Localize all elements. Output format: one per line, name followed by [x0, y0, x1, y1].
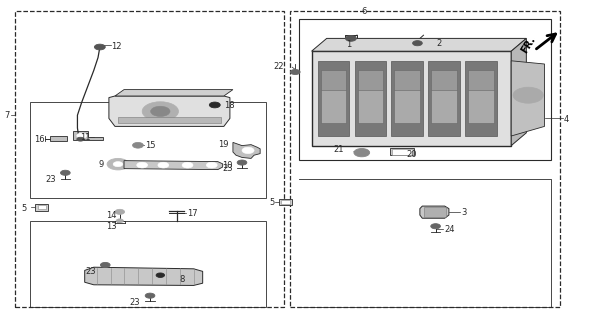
Text: 11: 11	[80, 133, 90, 142]
Text: 4: 4	[564, 115, 569, 124]
Text: 17: 17	[188, 209, 198, 218]
Bar	[290, 11, 560, 307]
Text: 7: 7	[4, 111, 10, 120]
Bar	[391, 61, 423, 136]
Polygon shape	[511, 38, 526, 146]
Circle shape	[142, 102, 178, 121]
Text: 16: 16	[34, 135, 45, 144]
Bar	[50, 136, 67, 141]
Text: 19: 19	[218, 140, 229, 149]
Bar	[279, 199, 292, 205]
Polygon shape	[511, 61, 544, 136]
Circle shape	[354, 148, 370, 157]
Circle shape	[290, 69, 300, 75]
Bar	[431, 85, 457, 123]
Bar	[318, 61, 349, 136]
Text: 23: 23	[85, 267, 96, 276]
Bar	[321, 70, 346, 90]
Bar	[358, 70, 383, 90]
Circle shape	[345, 36, 356, 41]
Circle shape	[206, 162, 217, 168]
Text: 1: 1	[345, 40, 351, 49]
Bar	[358, 85, 383, 123]
Circle shape	[107, 158, 129, 170]
Polygon shape	[124, 161, 223, 170]
Circle shape	[132, 142, 143, 148]
Bar	[468, 85, 494, 123]
Circle shape	[158, 162, 169, 168]
Circle shape	[431, 224, 440, 229]
Circle shape	[413, 41, 422, 46]
Circle shape	[137, 162, 148, 168]
Text: 22: 22	[274, 62, 284, 71]
Text: 23: 23	[45, 175, 56, 184]
Circle shape	[115, 209, 125, 214]
Polygon shape	[115, 90, 233, 96]
Text: 24: 24	[445, 225, 455, 234]
Text: 15: 15	[145, 141, 155, 150]
Circle shape	[77, 133, 87, 138]
Text: 10: 10	[222, 161, 232, 170]
Circle shape	[513, 87, 543, 103]
Text: 9: 9	[99, 160, 104, 169]
Text: 2: 2	[437, 39, 442, 48]
Text: 5: 5	[22, 204, 27, 212]
Bar	[394, 70, 420, 90]
Text: 18: 18	[224, 101, 235, 110]
Circle shape	[60, 170, 70, 175]
Bar	[428, 61, 460, 136]
Text: 8: 8	[180, 275, 185, 284]
Polygon shape	[233, 142, 260, 158]
Bar	[392, 149, 413, 155]
Circle shape	[113, 162, 123, 167]
Bar	[15, 11, 284, 307]
Polygon shape	[312, 38, 526, 51]
Circle shape	[145, 293, 155, 298]
Bar	[321, 85, 346, 123]
Bar	[281, 200, 290, 204]
Bar	[38, 205, 46, 209]
Text: 23: 23	[129, 298, 140, 307]
Text: 13: 13	[106, 222, 117, 231]
Bar	[299, 19, 551, 160]
Text: 14: 14	[106, 211, 116, 220]
Bar	[312, 51, 511, 146]
Bar	[468, 70, 494, 90]
Text: 5: 5	[269, 198, 275, 207]
Circle shape	[94, 44, 105, 50]
Circle shape	[209, 102, 220, 108]
Text: 20: 20	[407, 150, 417, 159]
Bar	[30, 102, 266, 198]
Text: 23: 23	[222, 164, 233, 173]
Circle shape	[156, 273, 165, 277]
Bar	[118, 117, 221, 123]
Bar	[30, 221, 266, 307]
Polygon shape	[85, 267, 203, 285]
Bar	[355, 61, 386, 136]
Bar	[465, 61, 497, 136]
Bar	[390, 148, 414, 155]
Text: 6: 6	[361, 7, 367, 16]
Polygon shape	[109, 96, 230, 126]
Text: 12: 12	[111, 42, 122, 51]
Bar	[431, 70, 457, 90]
Bar	[299, 166, 551, 307]
Bar	[35, 204, 48, 211]
Circle shape	[242, 147, 254, 154]
Bar	[424, 207, 446, 217]
Circle shape	[116, 219, 123, 223]
Circle shape	[182, 162, 193, 168]
Text: 3: 3	[461, 208, 466, 217]
Circle shape	[151, 106, 170, 116]
Polygon shape	[420, 206, 449, 218]
Text: FR.: FR.	[519, 35, 537, 55]
Bar	[394, 85, 420, 123]
Circle shape	[237, 160, 247, 165]
Circle shape	[77, 137, 84, 141]
Circle shape	[100, 262, 110, 268]
Text: 21: 21	[333, 145, 344, 154]
Polygon shape	[73, 131, 103, 140]
